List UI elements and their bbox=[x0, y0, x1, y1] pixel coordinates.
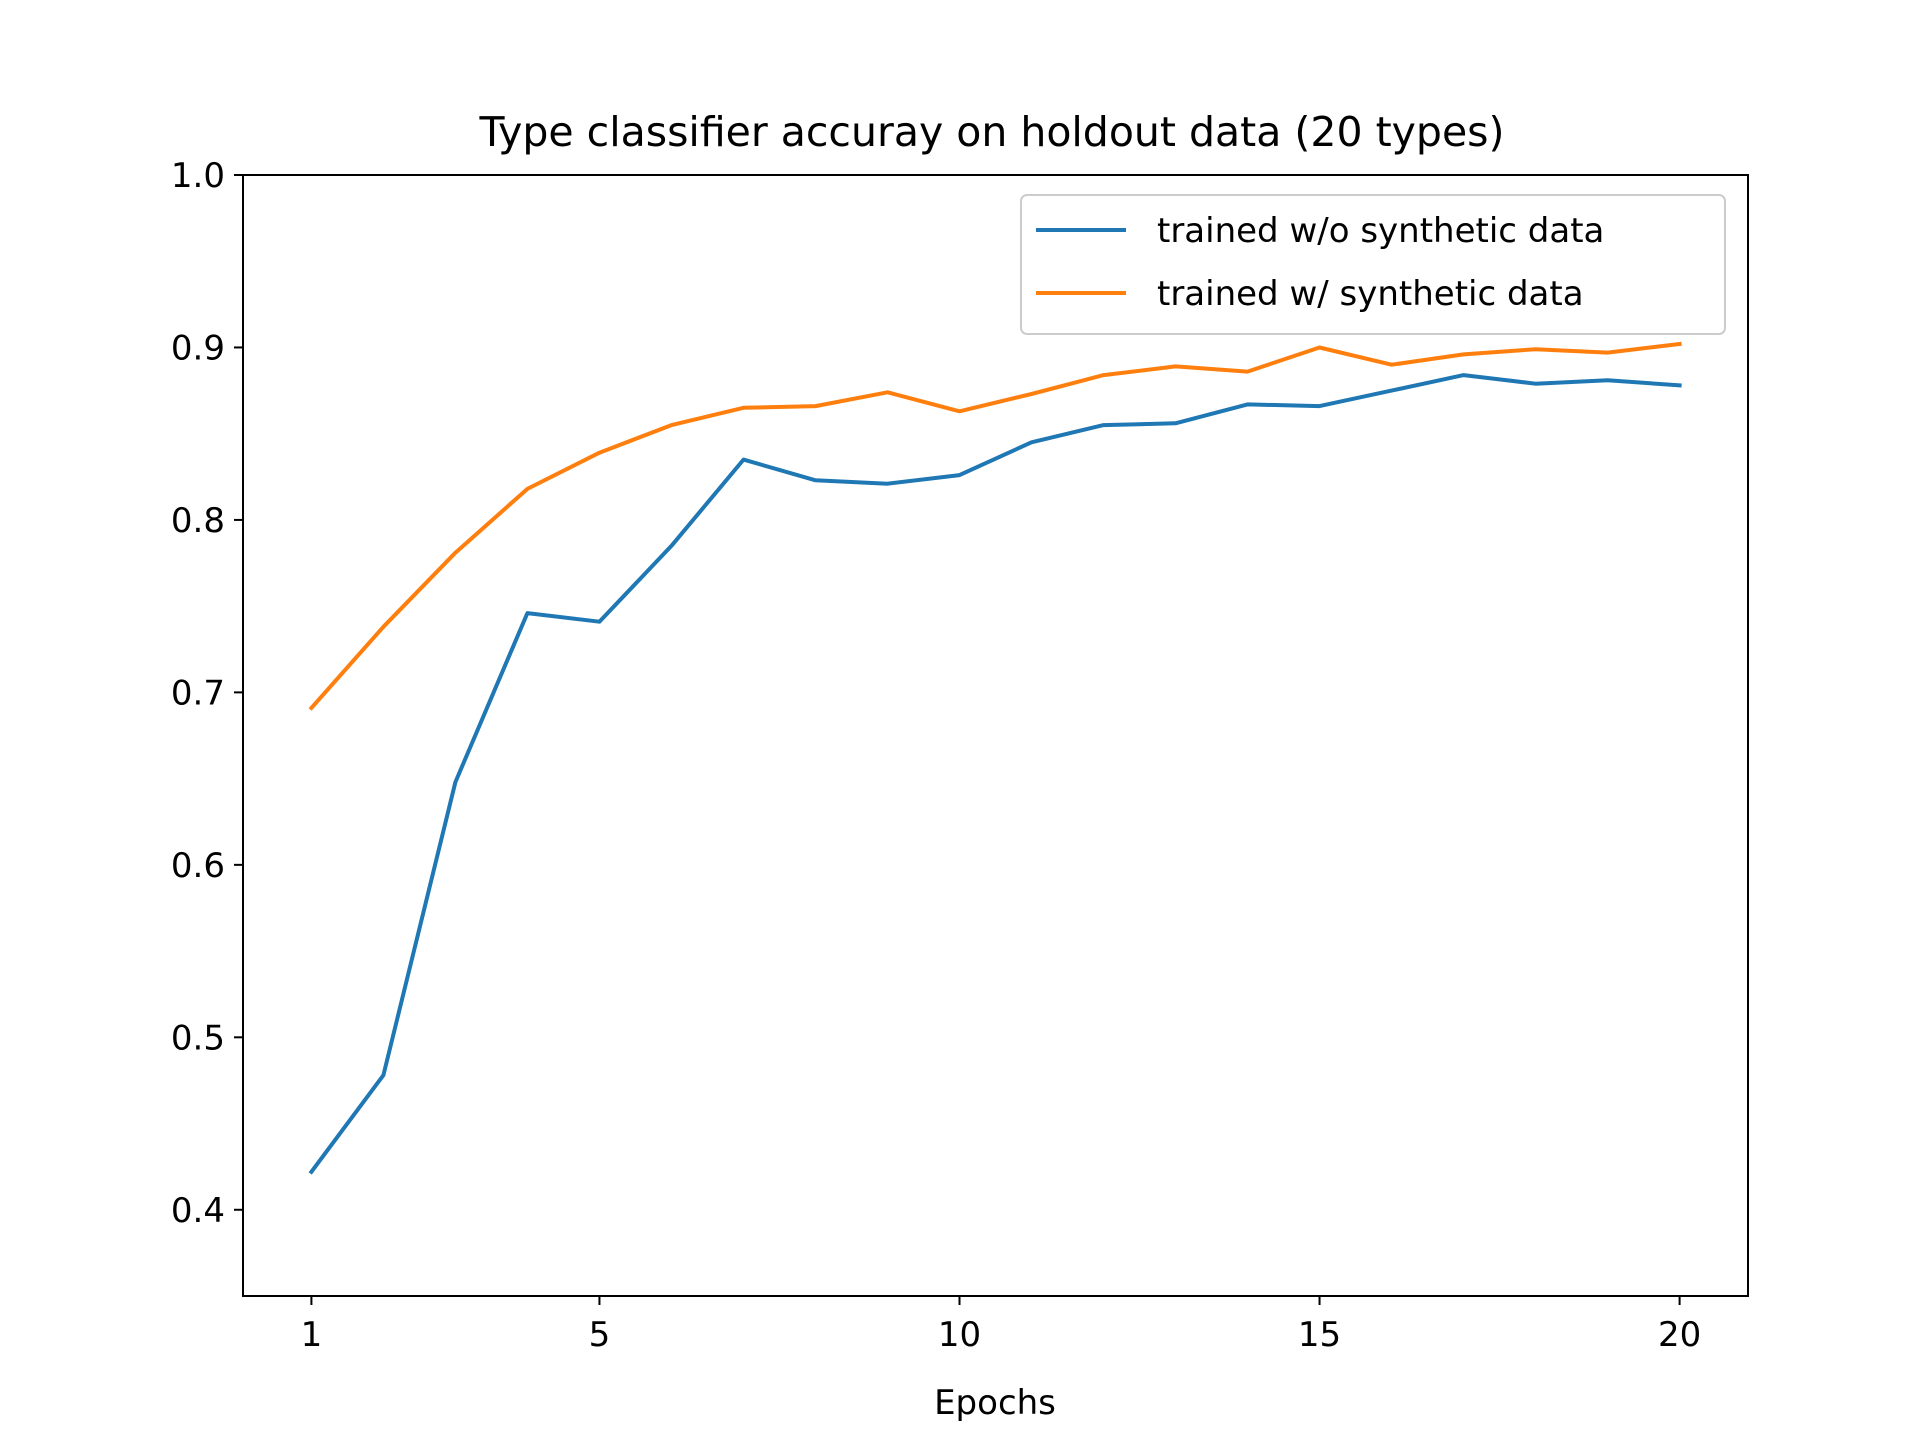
chart-title: Type classifier accuray on holdout data … bbox=[478, 108, 1504, 156]
data-point bbox=[1246, 370, 1250, 374]
y-tick-label: 1.0 bbox=[171, 156, 225, 196]
y-axis: 0.4 0.5 0.6 0.7 0.8 0.9 1.0 bbox=[171, 156, 243, 1231]
data-point bbox=[597, 620, 601, 624]
data-point bbox=[1390, 363, 1394, 367]
data-point bbox=[525, 487, 529, 491]
data-point bbox=[1606, 378, 1610, 382]
legend-label-without-synthetic: trained w/o synthetic data bbox=[1157, 211, 1604, 251]
data-point bbox=[1246, 402, 1250, 406]
data-point bbox=[669, 423, 673, 427]
data-point bbox=[669, 544, 673, 548]
data-point bbox=[1174, 421, 1178, 425]
x-tick-label: 15 bbox=[1298, 1315, 1341, 1355]
x-tick-label: 20 bbox=[1658, 1315, 1701, 1355]
x-axis: 1 5 10 15 20 bbox=[301, 1296, 1701, 1355]
data-point bbox=[1030, 392, 1034, 396]
data-point bbox=[1534, 382, 1538, 386]
data-point bbox=[1390, 389, 1394, 393]
series-layer bbox=[308, 341, 1682, 1175]
data-point bbox=[957, 409, 961, 413]
data-point bbox=[1462, 352, 1466, 356]
data-point bbox=[525, 611, 529, 615]
data-point bbox=[1462, 373, 1466, 377]
data-point bbox=[957, 473, 961, 477]
y-tick-label: 0.9 bbox=[171, 328, 225, 368]
data-point bbox=[741, 406, 745, 410]
data-point bbox=[1174, 364, 1178, 368]
data-point bbox=[741, 458, 745, 462]
series-line-with-synthetic bbox=[308, 341, 1682, 711]
x-axis-label: Epochs bbox=[934, 1383, 1056, 1423]
plot-area bbox=[243, 175, 1748, 1296]
y-tick-label: 0.7 bbox=[171, 673, 225, 713]
x-tick-label: 1 bbox=[301, 1315, 323, 1355]
data-point bbox=[1030, 440, 1034, 444]
data-point bbox=[813, 478, 817, 482]
data-point bbox=[597, 451, 601, 455]
legend: trained w/o synthetic data trained w/ sy… bbox=[1020, 194, 1726, 335]
data-point bbox=[309, 706, 313, 710]
data-point bbox=[381, 1073, 385, 1077]
y-tick-label: 0.5 bbox=[171, 1018, 225, 1058]
x-tick-label: 5 bbox=[589, 1315, 611, 1355]
legend-box bbox=[1020, 194, 1726, 335]
data-point bbox=[813, 404, 817, 408]
data-point bbox=[453, 780, 457, 784]
data-point bbox=[1318, 345, 1322, 349]
data-point bbox=[381, 625, 385, 629]
data-point bbox=[885, 390, 889, 394]
y-tick-label: 0.6 bbox=[171, 846, 225, 886]
plot-frame bbox=[242, 174, 1749, 1297]
data-point bbox=[453, 551, 457, 555]
data-point bbox=[885, 482, 889, 486]
series-line-without-synthetic bbox=[308, 373, 1682, 1175]
x-tick-label: 10 bbox=[938, 1315, 981, 1355]
data-point bbox=[1318, 404, 1322, 408]
data-point bbox=[1534, 347, 1538, 351]
data-point bbox=[309, 1170, 313, 1174]
data-point bbox=[1678, 342, 1682, 346]
data-point bbox=[1102, 423, 1106, 427]
y-tick-label: 0.8 bbox=[171, 501, 225, 541]
legend-label-with-synthetic: trained w/ synthetic data bbox=[1157, 274, 1584, 314]
y-tick-label: 0.4 bbox=[171, 1191, 225, 1231]
data-point bbox=[1102, 373, 1106, 377]
data-point bbox=[1606, 351, 1610, 355]
data-point bbox=[1678, 383, 1682, 387]
